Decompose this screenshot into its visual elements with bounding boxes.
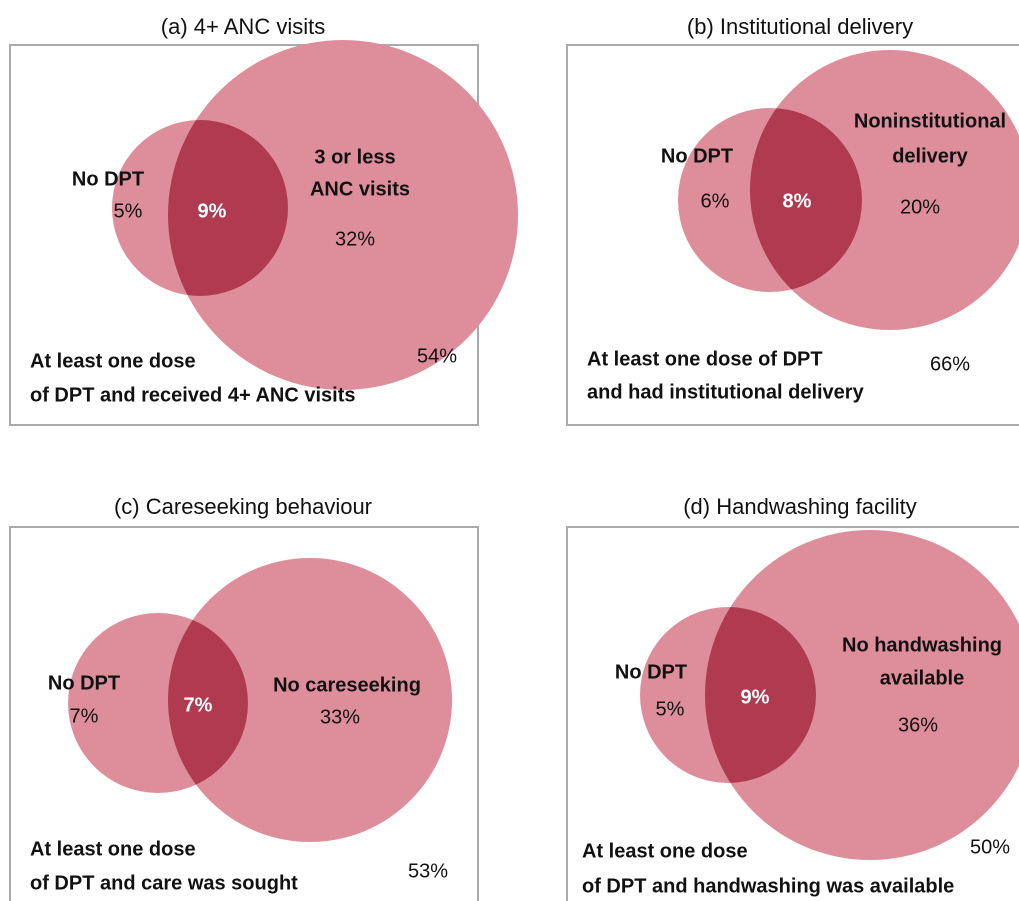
outside-label: of DPT and handwashing was available: [582, 875, 954, 897]
panel-title: (a) 4+ ANC visits: [161, 14, 325, 39]
outside-label: of DPT and received 4+ ANC visits: [30, 384, 355, 406]
overlap-pct: 7%: [184, 694, 213, 716]
small-pct: 6%: [701, 190, 730, 212]
big-pct: 33%: [320, 706, 360, 728]
big-circle: [168, 40, 518, 390]
big-label: 3 or less: [314, 146, 395, 168]
small-label: No DPT: [661, 145, 733, 167]
outside-label: At least one dose: [30, 350, 196, 372]
small-pct: 5%: [656, 698, 685, 720]
big-label: available: [880, 667, 965, 689]
outside-pct: 50%: [970, 836, 1010, 858]
small-label: No DPT: [615, 661, 687, 683]
outside-label: At least one dose: [582, 840, 748, 862]
small-label: No DPT: [48, 672, 120, 694]
overlap-pct: 8%: [783, 190, 812, 212]
venn-panel: (b) Institutional delivery No DPT 6% 8% Noni…: [566, 14, 1019, 426]
overlap-pct: 9%: [741, 686, 770, 708]
outside-pct: 66%: [930, 353, 970, 375]
outside-pct: 53%: [408, 860, 448, 882]
small-pct: 7%: [70, 705, 99, 727]
overlap-pct: 9%: [198, 200, 227, 222]
outside-pct: 54%: [417, 345, 457, 367]
big-label: No handwashing: [842, 634, 1002, 656]
panel-title: (d) Handwashing facility: [683, 494, 917, 519]
big-pct: 32%: [335, 228, 375, 250]
panel-title: (b) Institutional delivery: [687, 14, 913, 39]
big-label: Noninstitutional: [854, 110, 1006, 132]
big-label: No careseeking: [273, 674, 421, 696]
panel-frame: [566, 526, 1019, 901]
venn-panel: (a) 4+ ANC visits No DPT 5% 9% 3 or less ANC …: [9, 14, 518, 426]
big-pct: 20%: [900, 196, 940, 218]
small-label: No DPT: [72, 168, 144, 190]
venn-panel: (d) Handwashing facility No DPT 5% 9% No han…: [566, 494, 1019, 901]
panel-frame: [9, 526, 479, 901]
big-label: delivery: [892, 145, 968, 167]
venn-panel: (c) Careseeking behaviour No DPT 7% 7% No ca…: [9, 494, 479, 901]
outside-label: and had institutional delivery: [587, 381, 865, 403]
panel-frame: [566, 44, 1019, 426]
outside-label: At least one dose: [30, 838, 196, 860]
small-pct: 5%: [114, 200, 143, 222]
big-pct: 36%: [898, 714, 938, 736]
outside-label: of DPT and care was sought: [30, 872, 298, 894]
outside-label: At least one dose of DPT: [587, 348, 823, 370]
big-label: ANC visits: [310, 178, 410, 200]
big-circle: [168, 558, 452, 842]
panel-title: (c) Careseeking behaviour: [114, 494, 372, 519]
big-circle: [705, 530, 1019, 860]
